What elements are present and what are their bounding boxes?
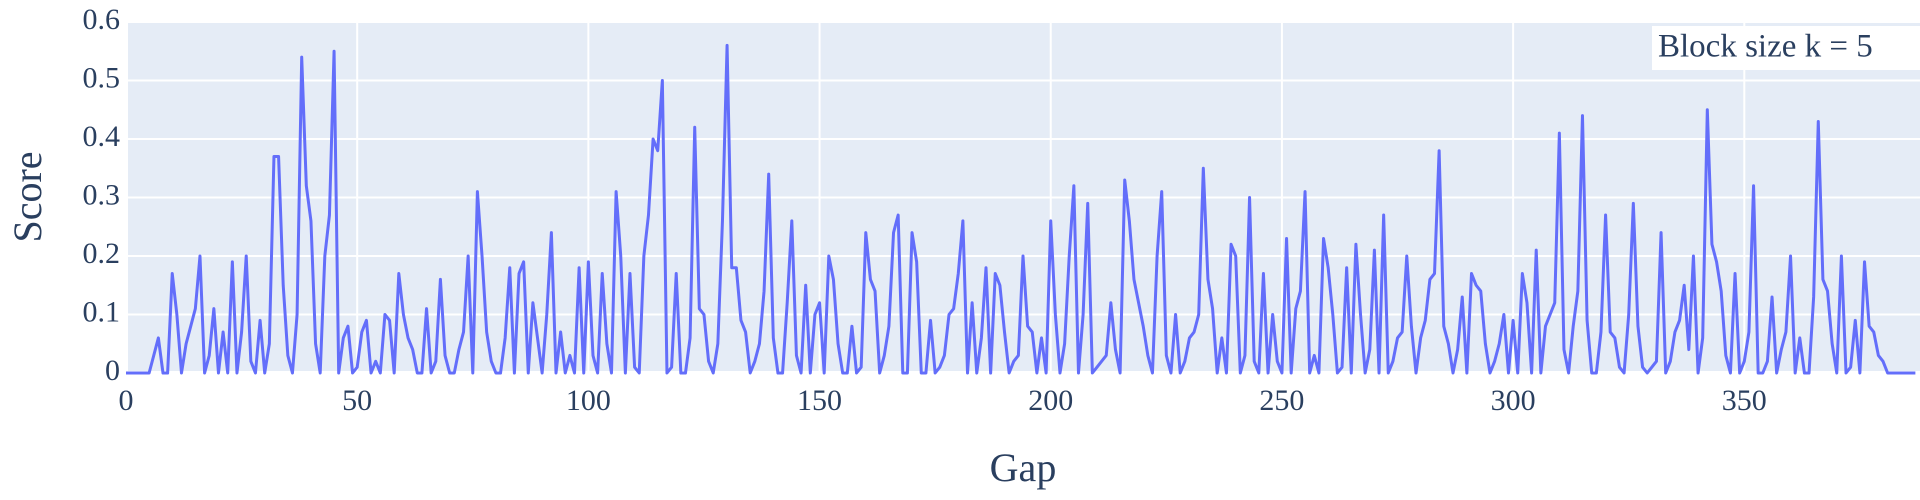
- x-tick-label: 100: [566, 384, 611, 417]
- marks: [126, 43, 1916, 375]
- x-axis-title: Gap: [990, 445, 1057, 490]
- series-line: [126, 43, 1916, 375]
- annotation: Block size k = 5: [1658, 29, 1873, 65]
- x-tick-label: 350: [1722, 384, 1767, 417]
- x-tick-label: 300: [1491, 384, 1536, 417]
- x-tick-label: 50: [342, 384, 372, 417]
- labels: 0 0.1 0.2 0.3 0.4 0.5 0.6 0 50 100 150 200 250 300 350: [83, 3, 1767, 417]
- y-tick-label: 0.2: [83, 237, 121, 270]
- x-tick-label: 200: [1028, 384, 1073, 417]
- y-tick-label: 0: [105, 354, 120, 387]
- annotation-box: [1652, 26, 1920, 70]
- x-tick-label: 150: [797, 384, 842, 417]
- y-tick-label: 0.6: [83, 3, 121, 36]
- y-tick-label: 0.1: [83, 295, 121, 328]
- y-tick-label: 0.4: [83, 120, 121, 153]
- x-tick-label: 250: [1259, 384, 1304, 417]
- y-axis-title: Score: [5, 151, 50, 242]
- x-tick-label: 0: [119, 384, 134, 417]
- y-tick-label: 0.5: [83, 61, 121, 94]
- y-tick-label: 0.3: [83, 178, 121, 211]
